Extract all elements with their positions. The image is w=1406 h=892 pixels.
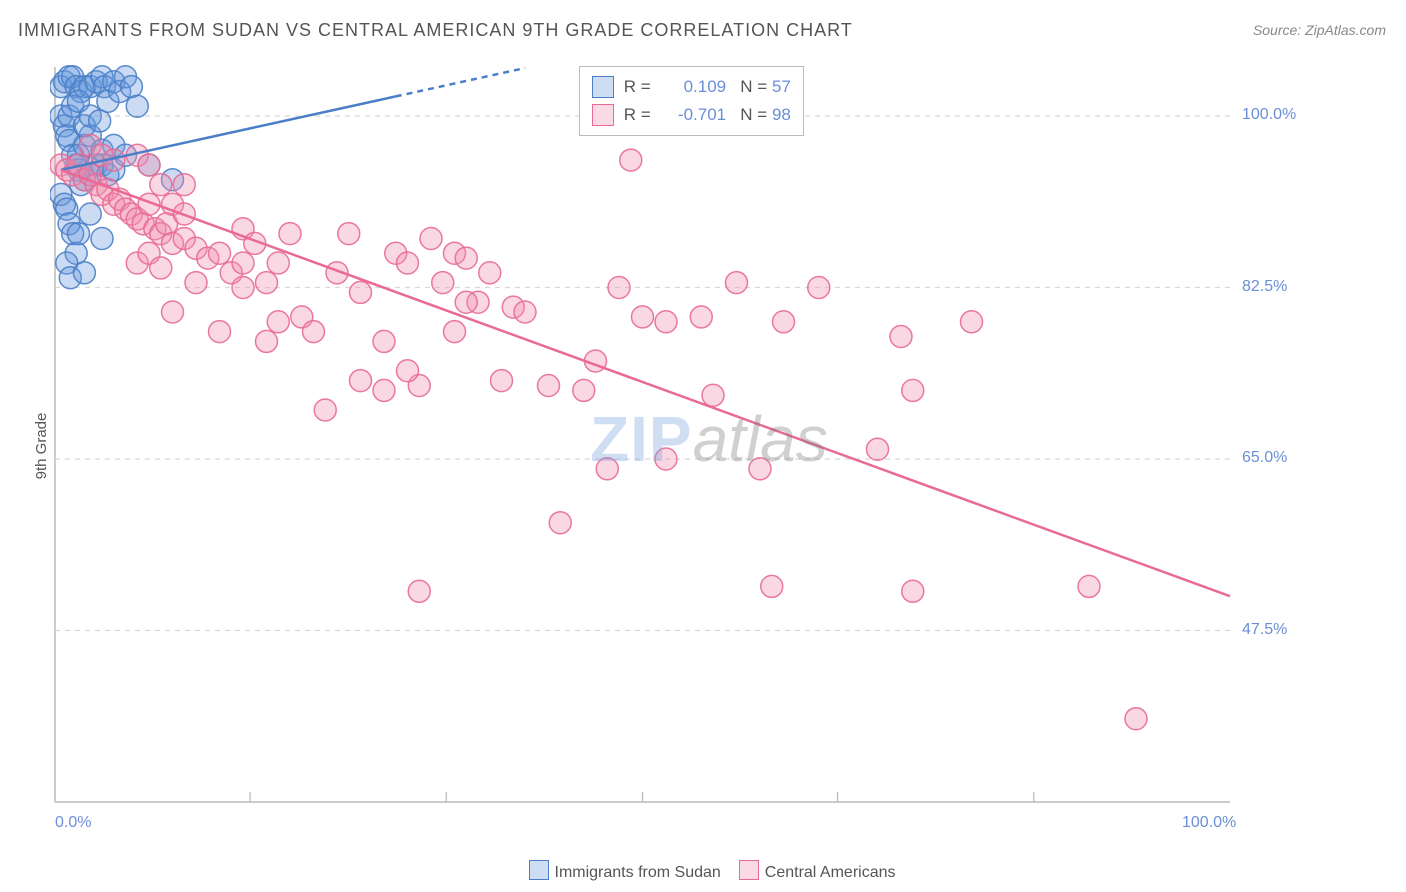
stats-legend-row: R = 0.109 N = 57 — [592, 73, 791, 101]
x-tick-label: 0.0% — [55, 814, 91, 832]
scatter-plot: ZIPatlas R = 0.109 N = 57R = -0.701 N = … — [50, 62, 1310, 832]
source-attribution: Source: ZipAtlas.com — [1253, 22, 1386, 38]
stats-legend-row: R = -0.701 N = 98 — [592, 101, 791, 129]
legend-label: Central Americans — [765, 864, 896, 881]
stats-r-label: R = — [624, 73, 660, 101]
legend-label: Immigrants from Sudan — [555, 864, 721, 881]
legend-swatch — [592, 76, 614, 98]
stats-n-label: N = — [726, 73, 772, 101]
y-tick-label: 100.0% — [1242, 106, 1296, 124]
stats-r-label: R = — [624, 101, 660, 129]
legend-swatch — [529, 860, 549, 880]
legend-swatch — [739, 860, 759, 880]
y-tick-label: 47.5% — [1242, 621, 1287, 639]
chart-title: IMMIGRANTS FROM SUDAN VS CENTRAL AMERICA… — [18, 20, 853, 41]
stats-n-value: 98 — [772, 101, 791, 129]
stats-r-value: -0.701 — [660, 101, 726, 129]
legend-swatch — [592, 104, 614, 126]
stats-n-label: N = — [726, 101, 772, 129]
y-axis-label: 9th Grade — [33, 413, 50, 480]
stats-r-value: 0.109 — [660, 73, 726, 101]
y-tick-label: 82.5% — [1242, 278, 1287, 296]
bottom-legend: Immigrants from Sudan Central Americans — [0, 860, 1406, 882]
x-tick-label: 100.0% — [1182, 814, 1236, 832]
y-tick-label: 65.0% — [1242, 449, 1287, 467]
stats-legend: R = 0.109 N = 57R = -0.701 N = 98 — [579, 66, 804, 136]
stats-n-value: 57 — [772, 73, 791, 101]
